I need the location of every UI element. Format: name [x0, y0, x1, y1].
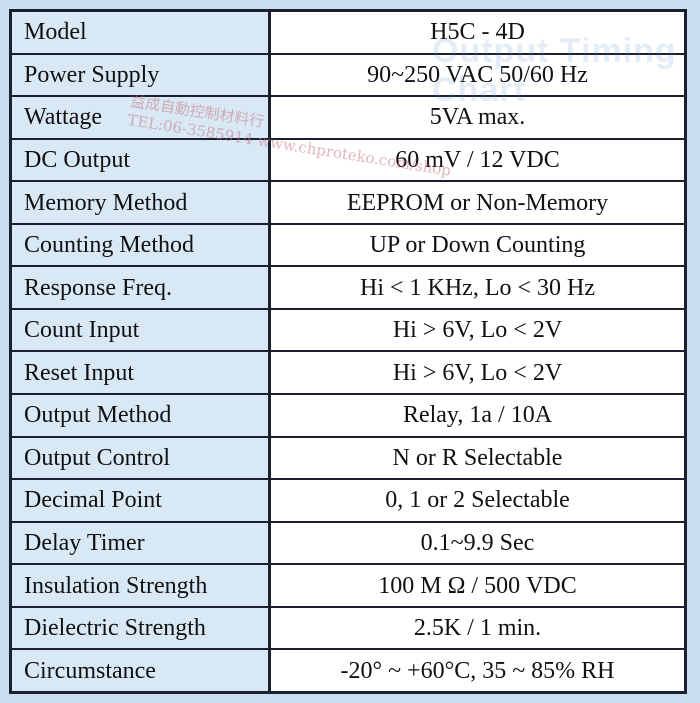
spec-value: Hi > 6V, Lo < 2V: [268, 307, 684, 353]
spec-table: Model H5C - 4D Power Supply 90~250 VAC 5…: [12, 12, 684, 691]
table-row: Insulation Strength 100 M Ω / 500 VDC: [12, 563, 684, 608]
spec-label: Output Control: [12, 435, 271, 481]
table-row: Model H5C - 4D: [12, 12, 684, 55]
spec-value: 2.5K / 1 min.: [268, 605, 684, 651]
spec-label: Response Freq.: [12, 265, 271, 310]
spec-value: -20° ~ +60°C, 35 ~ 85% RH: [268, 648, 684, 691]
spec-label: Wattage: [12, 95, 271, 140]
spec-label: Insulation Strength: [12, 563, 271, 608]
spec-label: Counting Method: [12, 222, 271, 268]
table-row: Memory Method EEPROM or Non-Memory: [12, 180, 684, 225]
table-row: Delay Timer 0.1~9.9 Sec: [12, 520, 684, 566]
spec-label: DC Output: [12, 137, 271, 183]
table-row: Decimal Point 0, 1 or 2 Selectable: [12, 478, 684, 523]
table-row: Counting Method UP or Down Counting: [12, 222, 684, 268]
spec-label: Memory Method: [12, 180, 271, 225]
spec-label: Decimal Point: [12, 478, 271, 523]
spec-value: Relay, 1a / 10A: [268, 393, 684, 438]
table-row: DC Output 60 mV / 12 VDC: [12, 137, 684, 183]
spec-label: Circumstance: [12, 648, 271, 691]
spec-label: Model: [12, 12, 271, 55]
spec-value: Hi > 6V, Lo < 2V: [268, 350, 684, 396]
spec-value: EEPROM or Non-Memory: [268, 180, 684, 225]
table-row: Reset Input Hi > 6V, Lo < 2V: [12, 350, 684, 396]
spec-value: 0.1~9.9 Sec: [268, 520, 684, 566]
spec-label: Delay Timer: [12, 520, 271, 566]
spec-label: Count Input: [12, 307, 271, 353]
table-row: Response Freq. Hi < 1 KHz, Lo < 30 Hz: [12, 265, 684, 310]
spec-table-frame: Model H5C - 4D Power Supply 90~250 VAC 5…: [9, 9, 687, 694]
table-row: Wattage 5VA max.: [12, 95, 684, 140]
spec-value: 0, 1 or 2 Selectable: [268, 478, 684, 523]
spec-value: Hi < 1 KHz, Lo < 30 Hz: [268, 265, 684, 310]
table-row: Output Control N or R Selectable: [12, 435, 684, 481]
spec-value: 5VA max.: [268, 95, 684, 140]
table-row: Output Method Relay, 1a / 10A: [12, 393, 684, 438]
spec-value: 100 M Ω / 500 VDC: [268, 563, 684, 608]
spec-value: UP or Down Counting: [268, 222, 684, 268]
table-row: Dielectric Strength 2.5K / 1 min.: [12, 605, 684, 651]
spec-value: H5C - 4D: [268, 12, 684, 55]
spec-value: 90~250 VAC 50/60 Hz: [268, 52, 684, 98]
spec-value: N or R Selectable: [268, 435, 684, 481]
table-row: Power Supply 90~250 VAC 50/60 Hz: [12, 52, 684, 98]
spec-label: Reset Input: [12, 350, 271, 396]
spec-value: 60 mV / 12 VDC: [268, 137, 684, 183]
table-row: Circumstance -20° ~ +60°C, 35 ~ 85% RH: [12, 648, 684, 691]
table-row: Count Input Hi > 6V, Lo < 2V: [12, 307, 684, 353]
spec-label: Dielectric Strength: [12, 605, 271, 651]
spec-label: Power Supply: [12, 52, 271, 98]
spec-label: Output Method: [12, 393, 271, 438]
